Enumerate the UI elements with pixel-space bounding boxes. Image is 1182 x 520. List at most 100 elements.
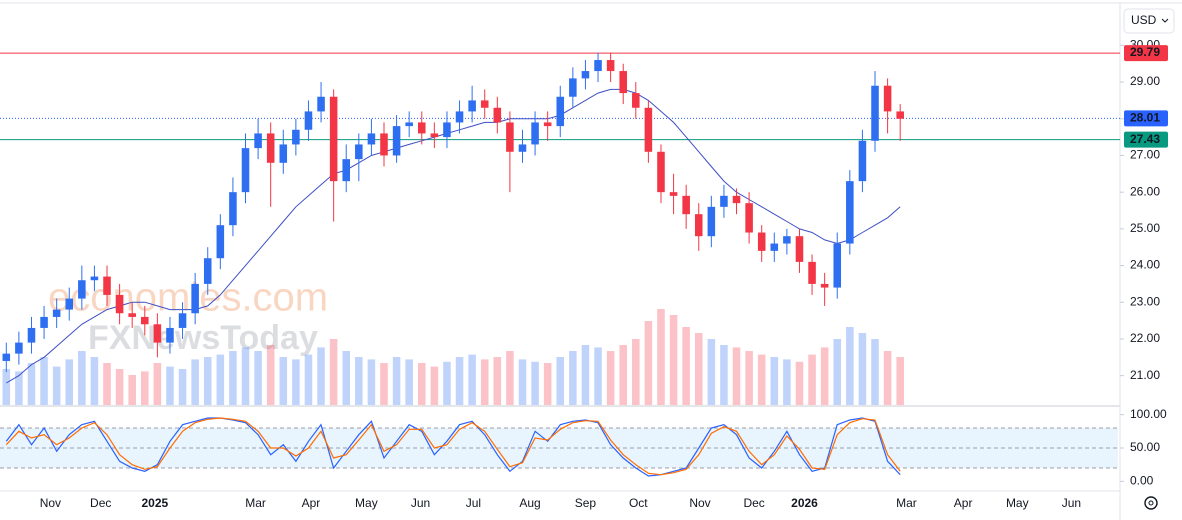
- candle-body: [443, 122, 451, 138]
- price-tag: [1124, 45, 1168, 62]
- volume-bar: [166, 366, 174, 405]
- volume-bar: [115, 369, 124, 405]
- volume-bar: [594, 347, 602, 405]
- candle-body: [480, 100, 489, 108]
- candle-body: [707, 206, 716, 237]
- x-tick-label: Jun: [1062, 496, 1081, 510]
- volume-bar: [178, 369, 187, 405]
- candle-body: [569, 78, 577, 97]
- stoch-tick-label: 0.00: [1130, 474, 1154, 488]
- x-tick-label: May: [355, 496, 378, 510]
- volume-bar: [304, 354, 313, 405]
- volume-bar: [707, 339, 716, 405]
- candle-body: [682, 195, 690, 215]
- candle-body: [317, 96, 325, 112]
- volume-bar: [883, 351, 892, 405]
- candle-body: [846, 181, 854, 244]
- volume-bar: [241, 347, 250, 405]
- watermark: FXNewsToday: [88, 319, 318, 357]
- candle-body: [493, 107, 502, 123]
- candle-body: [883, 85, 892, 112]
- volume-bar: [682, 327, 690, 405]
- candle-body: [392, 126, 401, 156]
- volume-bar: [468, 354, 476, 405]
- x-tick-label: Dec: [743, 496, 764, 510]
- candle-body: [78, 280, 86, 299]
- y-tick-label: 25.00: [1130, 221, 1160, 235]
- candle-body: [506, 122, 514, 152]
- volume-bar: [266, 345, 275, 405]
- candle-body: [216, 225, 225, 259]
- volume-bar: [783, 359, 791, 405]
- volume-bar: [506, 351, 514, 405]
- candle-body: [380, 133, 388, 156]
- moving-average: [6, 88, 901, 384]
- candle-body: [606, 60, 615, 72]
- candle-body: [619, 71, 627, 94]
- x-tick-label: Jul: [466, 496, 481, 510]
- x-tick-label: Apr: [302, 496, 321, 510]
- y-tick-label: 24.00: [1130, 258, 1160, 272]
- x-tick-label: Jun: [411, 496, 430, 510]
- candle-body: [90, 276, 99, 281]
- candle-body: [455, 111, 464, 123]
- x-tick-label: May: [1006, 496, 1029, 510]
- volume-bar: [632, 339, 640, 405]
- volume-bar: [606, 351, 615, 405]
- price-tag-label: 29.79: [1130, 45, 1160, 59]
- volume-bar: [417, 363, 426, 405]
- candle-body: [556, 96, 565, 127]
- volume-bar: [619, 345, 627, 405]
- candle-body: [757, 232, 766, 251]
- candle-body: [342, 159, 351, 182]
- volume-bar: [669, 315, 678, 405]
- price-tag: [1124, 131, 1168, 148]
- volume-bar: [896, 357, 904, 405]
- dropdown-arrow: [1161, 18, 1169, 23]
- volume-bar: [480, 359, 489, 405]
- candle-body: [103, 276, 111, 295]
- volume-bar: [203, 357, 212, 405]
- volume-bar: [216, 354, 225, 405]
- price-tag-label: 27.43: [1130, 132, 1160, 146]
- stoch-line: [5, 417, 901, 476]
- stoch-band: [0, 428, 1118, 468]
- candle-body: [644, 107, 653, 152]
- price-tag-label: 28.01: [1130, 111, 1160, 125]
- candle-body: [141, 316, 149, 325]
- volume-bar: [543, 363, 552, 405]
- candle-body: [203, 258, 212, 284]
- candle-body: [405, 122, 413, 127]
- gear-center[interactable]: [1148, 500, 1154, 506]
- candle-body: [732, 195, 741, 204]
- candle-body: [795, 236, 804, 262]
- volume-bar: [380, 363, 388, 405]
- volume-bar: [27, 363, 36, 405]
- currency-button[interactable]: [1123, 8, 1175, 34]
- volume-bar: [52, 366, 61, 405]
- candle-body: [531, 122, 539, 145]
- candle-body: [657, 151, 665, 193]
- volume-bar: [871, 339, 879, 405]
- candle-body: [896, 111, 904, 119]
- currency-label[interactable]: USD: [1131, 13, 1157, 27]
- candle-body: [417, 122, 426, 134]
- volume-bar: [833, 339, 842, 405]
- volume-bar: [65, 359, 74, 405]
- candle-body: [65, 298, 74, 310]
- y-tick-label: 23.00: [1130, 294, 1160, 308]
- candle-body: [581, 71, 590, 79]
- candle-body: [858, 140, 867, 182]
- candle-body: [808, 261, 816, 284]
- x-tick-label: 2026: [791, 496, 818, 510]
- candle-body: [191, 283, 199, 314]
- gear[interactable]: [1144, 496, 1158, 510]
- candle-body: [518, 144, 527, 152]
- candle-body: [632, 93, 640, 108]
- y-tick-label: 21.00: [1130, 368, 1160, 382]
- volume-bar: [644, 321, 653, 405]
- candle-body: [669, 192, 678, 196]
- settings-icon[interactable]: [1144, 496, 1158, 510]
- candle-body: [820, 283, 829, 288]
